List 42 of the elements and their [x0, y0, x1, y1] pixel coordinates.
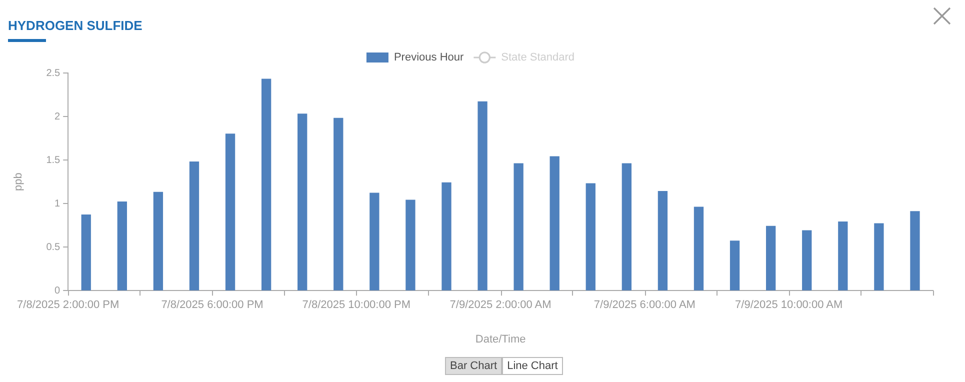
y-tick-label: 2.5: [46, 68, 61, 79]
y-tick-label: 1: [54, 198, 61, 210]
bar: [730, 240, 740, 290]
x-axis-title: Date/Time: [475, 333, 526, 346]
bar: [261, 78, 272, 290]
x-tick-label: 7/8/2025 2:00:00 PM: [17, 299, 120, 312]
bar: [514, 163, 524, 290]
bar: [694, 206, 704, 290]
bar: [838, 222, 848, 290]
bar: [334, 118, 344, 290]
bar: [874, 223, 884, 290]
bar: [298, 114, 308, 290]
y-tick-label: 2: [54, 111, 61, 122]
bar: [225, 134, 236, 290]
bar: [802, 230, 812, 290]
legend-label: Previous Hour: [394, 52, 464, 64]
bar: [406, 200, 416, 290]
toggle-button: Bar Chart: [445, 357, 502, 375]
y-tick-label: 1.5: [46, 154, 61, 166]
chart-title: HYDROGEN SULFIDE: [8, 18, 142, 33]
bar: [370, 192, 380, 290]
bar: [622, 163, 632, 290]
y-axis-title: ppb: [12, 172, 25, 191]
bar: [766, 226, 776, 290]
bar: [658, 191, 668, 290]
bar: [442, 182, 452, 290]
bar: [478, 101, 488, 290]
bar: [81, 214, 91, 290]
bar: [550, 156, 560, 290]
toggle-button: Line Chart: [502, 357, 563, 375]
bar: [117, 201, 127, 290]
bar: [153, 192, 164, 290]
y-tick-label: 0: [54, 285, 61, 296]
x-tick-label: 7/8/2025 10:00:00 PM: [302, 299, 411, 312]
x-tick-label: 7/9/2025 2:00:00 AM: [450, 299, 552, 312]
x-tick-label: 7/9/2025 10:00:00 AM: [735, 299, 843, 312]
x-tick-label: 7/9/2025 6:00:00 AM: [594, 299, 696, 312]
y-tick-label: 0.5: [46, 242, 61, 253]
bar: [189, 161, 200, 290]
x-tick-label: 7/8/2025 6:00:00 PM: [161, 299, 264, 312]
bar: [586, 183, 596, 290]
bar: [910, 211, 920, 290]
